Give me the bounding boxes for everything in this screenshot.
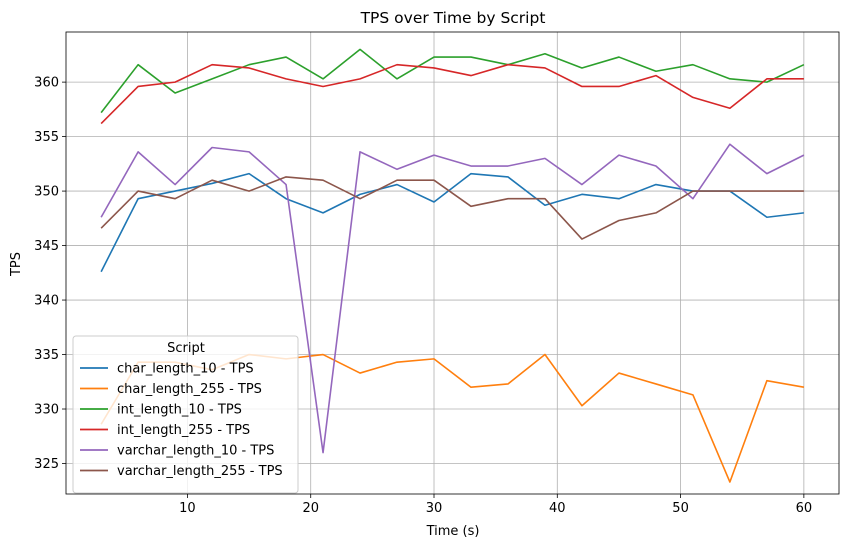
- x-tick-label: 50: [672, 501, 689, 516]
- y-axis-title: TPS: [9, 252, 24, 277]
- legend-label: char_length_255 - TPS: [117, 382, 262, 397]
- legend: Script char_length_10 - TPS char_length_2…: [72, 335, 299, 494]
- legend-item: char_length_10 - TPS: [80, 362, 254, 377]
- legend-title: Script: [167, 341, 205, 356]
- plot-frame: [65, 31, 840, 495]
- legend-item: varchar_length_255 - TPS: [80, 464, 283, 479]
- legend-label: char_length_10 - TPS: [117, 362, 254, 377]
- legend-item: int_length_10 - TPS: [80, 403, 242, 418]
- y-tick-label: 335: [34, 348, 59, 363]
- x-tick-label: 20: [302, 501, 319, 516]
- legend-label: varchar_length_10 - TPS: [117, 444, 274, 459]
- y-tick-label: 330: [34, 403, 59, 418]
- x-tick-label: 10: [179, 501, 196, 516]
- y-tick-label: 355: [34, 130, 59, 145]
- grid-lines: [66, 32, 839, 494]
- legend-item: char_length_255 - TPS: [80, 382, 262, 397]
- legend-item: varchar_length_10 - TPS: [80, 444, 274, 459]
- legend-item: int_length_255 - TPS: [80, 423, 250, 438]
- x-tick-label: 30: [426, 501, 443, 516]
- legend-label: int_length_10 - TPS: [117, 403, 242, 418]
- legend-label: varchar_length_255 - TPS: [117, 464, 283, 479]
- legend-items: char_length_10 - TPS char_length_255 - TP…: [80, 362, 283, 479]
- x-tick-label: 60: [796, 501, 813, 516]
- y-tick-label: 360: [34, 76, 59, 91]
- series-line: [100, 143, 805, 454]
- series-line: [100, 63, 804, 125]
- y-axis-ticks: 325 330 335 340 345 350 355 360: [34, 76, 66, 472]
- y-tick-label: 325: [34, 457, 59, 472]
- x-axis-ticks: 10 20 30 40 50 60: [179, 494, 812, 516]
- chart-title: TPS over Time by Script: [360, 9, 546, 27]
- y-tick-label: 350: [34, 185, 59, 200]
- legend-label: int_length_255 - TPS: [117, 423, 250, 438]
- series-line: [100, 172, 804, 273]
- y-tick-label: 345: [34, 239, 59, 254]
- series-line: [100, 48, 805, 114]
- series-lines: [100, 48, 805, 483]
- x-axis-title: Time (s): [426, 524, 480, 539]
- series-line: [100, 176, 804, 240]
- y-tick-label: 340: [34, 294, 59, 309]
- legend-box: [72, 335, 299, 494]
- x-tick-label: 40: [549, 501, 566, 516]
